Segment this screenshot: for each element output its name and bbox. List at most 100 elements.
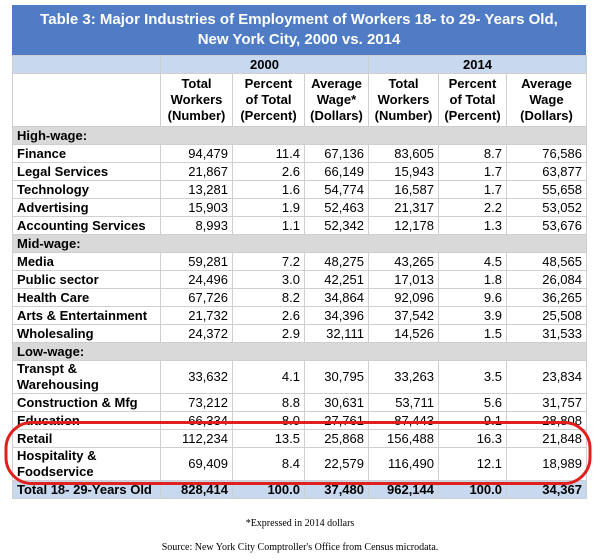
cell: 5.6: [438, 393, 507, 412]
section-row: Mid-wage:: [12, 234, 587, 253]
cell: 2.6: [232, 306, 305, 325]
cell: 53,711: [368, 393, 439, 412]
row-label: Finance: [12, 144, 161, 163]
cell: 24,372: [160, 324, 233, 343]
row-label: Public sector: [12, 270, 161, 289]
cell: 1.7: [438, 180, 507, 199]
data-row: Advertising 15,903 1.9 52,463 21,317 2.2 53,05…: [12, 198, 587, 217]
cell: 43,265: [368, 252, 439, 271]
cell: 34,367: [506, 480, 587, 499]
source-note: Source: New York City Comptroller's Offi…: [161, 542, 439, 553]
header-line: (Percent): [444, 108, 501, 123]
cell: 8.2: [232, 288, 305, 307]
cell: 83,605: [368, 144, 439, 163]
data-row: Legal Services 21,867 2.6 66,149 15,943 1.7 63…: [12, 162, 587, 181]
data-row: Retail 112,234 13.5 25,868 156,488 16.3 21,848: [12, 429, 587, 448]
cell: 156,488: [368, 429, 439, 448]
cell: 48,565: [506, 252, 587, 271]
cell: 25,508: [506, 306, 587, 325]
cell: 13.5: [232, 429, 305, 448]
cell: 100.0: [438, 480, 507, 499]
header-line: Total: [181, 76, 212, 91]
cell: 17,013: [368, 270, 439, 289]
cell: 54,774: [304, 180, 369, 199]
header-line: (Percent): [240, 108, 297, 123]
column-header: Average Wage (Dollars): [506, 73, 587, 127]
cell: 37,480: [304, 480, 369, 499]
cell: 37,542: [368, 306, 439, 325]
row-label: Media: [12, 252, 161, 271]
column-header: Total Workers (Number): [368, 73, 439, 127]
table-container: Table 3: Major Industries of Employment …: [12, 5, 587, 499]
year-row: 2000 2014: [12, 55, 587, 74]
cell: 1.9: [232, 198, 305, 217]
cell: 1.6: [232, 180, 305, 199]
cell: 59,281: [160, 252, 233, 271]
row-label: Education: [12, 411, 161, 430]
table: 2000 2014 Total Workers (Number) Percent of To…: [12, 55, 587, 499]
section-label: High-wage:: [12, 126, 587, 145]
cell: 55,658: [506, 180, 587, 199]
data-row: Wholesaling 24,372 2.9 32,111 14,526 1.5 31,53…: [12, 324, 587, 343]
cell: 63,877: [506, 162, 587, 181]
cell: 3.0: [232, 270, 305, 289]
cell: 69,409: [160, 447, 233, 481]
row-label: Retail: [12, 429, 161, 448]
cell: 2.2: [438, 198, 507, 217]
header-line: Workers: [170, 92, 223, 107]
cell: 112,234: [160, 429, 233, 448]
header-line: of Total: [449, 92, 496, 107]
cell: 3.5: [438, 360, 507, 394]
row-label: Hospitality & Foodservice: [12, 447, 161, 481]
cell: 8.7: [438, 144, 507, 163]
cell: 67,726: [160, 288, 233, 307]
cell: 30,795: [304, 360, 369, 394]
table-title: Table 3: Major Industries of Employment …: [12, 5, 586, 55]
section-row: Low-wage:: [12, 342, 587, 361]
cell: 52,342: [304, 216, 369, 235]
cell: 8,993: [160, 216, 233, 235]
cell: 87,443: [368, 411, 439, 430]
header-line: Wage*: [316, 92, 357, 107]
header-line: Total: [388, 76, 419, 91]
cell: 8.4: [232, 447, 305, 481]
header-row: Total Workers (Number) Percent of Total (Perc…: [12, 73, 587, 127]
cell: 66,149: [304, 162, 369, 181]
row-label: Technology: [12, 180, 161, 199]
cell: 76,586: [506, 144, 587, 163]
cell: 21,732: [160, 306, 233, 325]
data-row: Arts & Entertainment 21,732 2.6 34,396 37,54…: [12, 306, 587, 325]
cell: 4.5: [438, 252, 507, 271]
header-line: Workers: [377, 92, 430, 107]
total-row: Total 18- 29-Years Old 828,414 100.0 37,480…: [12, 480, 587, 499]
data-row: Media 59,281 7.2 48,275 43,265 4.5 48,565: [12, 252, 587, 271]
header-line: Wage: [529, 92, 564, 107]
cell: 22,579: [304, 447, 369, 481]
cell: 31,533: [506, 324, 587, 343]
cell: 15,943: [368, 162, 439, 181]
cell: 92,096: [368, 288, 439, 307]
row-label: Total 18- 29-Years Old: [12, 480, 161, 499]
cell: 26,084: [506, 270, 587, 289]
cell: 18,989: [506, 447, 587, 481]
cell: 67,136: [304, 144, 369, 163]
column-header: Percent of Total (Percent): [438, 73, 507, 127]
cell: 36,265: [506, 288, 587, 307]
row-label: Wholesaling: [12, 324, 161, 343]
cell: 53,676: [506, 216, 587, 235]
cell: 14,526: [368, 324, 439, 343]
cell: 33,632: [160, 360, 233, 394]
column-header: Percent of Total (Percent): [232, 73, 305, 127]
cell: 100.0: [232, 480, 305, 499]
data-row: Accounting Services 8,993 1.1 52,342 12,178 1…: [12, 216, 587, 235]
cell: 23,834: [506, 360, 587, 394]
cell: 1.8: [438, 270, 507, 289]
cell: 31,757: [506, 393, 587, 412]
data-row: Transpt & Warehousing 33,632 4.1 30,795 33,2…: [12, 360, 587, 394]
cell: 24,496: [160, 270, 233, 289]
header-line: of Total: [245, 92, 292, 107]
cell: 12,178: [368, 216, 439, 235]
cell: 12.1: [438, 447, 507, 481]
cell: 94,479: [160, 144, 233, 163]
